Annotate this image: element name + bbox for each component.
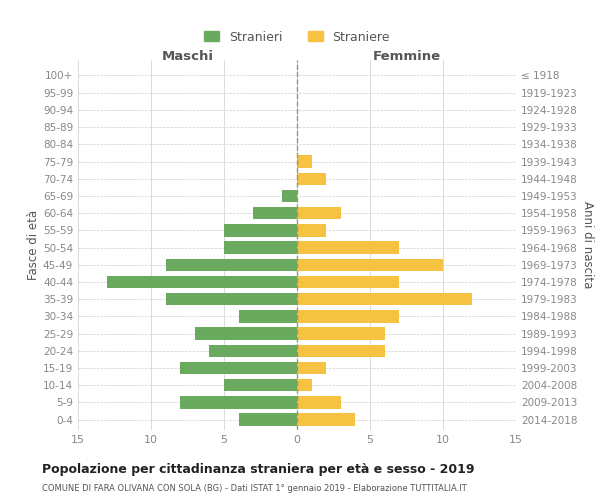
- Bar: [239, 414, 297, 426]
- Bar: [166, 293, 297, 306]
- Bar: [297, 172, 326, 185]
- Bar: [297, 293, 472, 306]
- Bar: [107, 276, 297, 288]
- Y-axis label: Anni di nascita: Anni di nascita: [581, 202, 594, 288]
- Bar: [195, 328, 297, 340]
- Bar: [224, 379, 297, 392]
- Bar: [297, 362, 326, 374]
- Bar: [283, 190, 297, 202]
- Bar: [297, 414, 355, 426]
- Bar: [297, 156, 311, 168]
- Bar: [297, 344, 385, 357]
- Bar: [180, 396, 297, 408]
- Text: Maschi: Maschi: [161, 50, 214, 64]
- Bar: [166, 258, 297, 271]
- Text: Popolazione per cittadinanza straniera per età e sesso - 2019: Popolazione per cittadinanza straniera p…: [42, 462, 475, 475]
- Bar: [297, 258, 443, 271]
- Bar: [297, 396, 341, 408]
- Bar: [297, 379, 311, 392]
- Bar: [239, 310, 297, 322]
- Bar: [297, 276, 399, 288]
- Bar: [224, 224, 297, 236]
- Bar: [297, 310, 399, 322]
- Bar: [297, 207, 341, 220]
- Text: Femmine: Femmine: [373, 50, 440, 64]
- Bar: [297, 328, 385, 340]
- Bar: [297, 224, 326, 236]
- Bar: [209, 344, 297, 357]
- Y-axis label: Fasce di età: Fasce di età: [27, 210, 40, 280]
- Bar: [180, 362, 297, 374]
- Bar: [297, 242, 399, 254]
- Bar: [224, 242, 297, 254]
- Text: COMUNE DI FARA OLIVANA CON SOLA (BG) - Dati ISTAT 1° gennaio 2019 - Elaborazione: COMUNE DI FARA OLIVANA CON SOLA (BG) - D…: [42, 484, 467, 493]
- Bar: [253, 207, 297, 220]
- Legend: Stranieri, Straniere: Stranieri, Straniere: [199, 26, 395, 48]
